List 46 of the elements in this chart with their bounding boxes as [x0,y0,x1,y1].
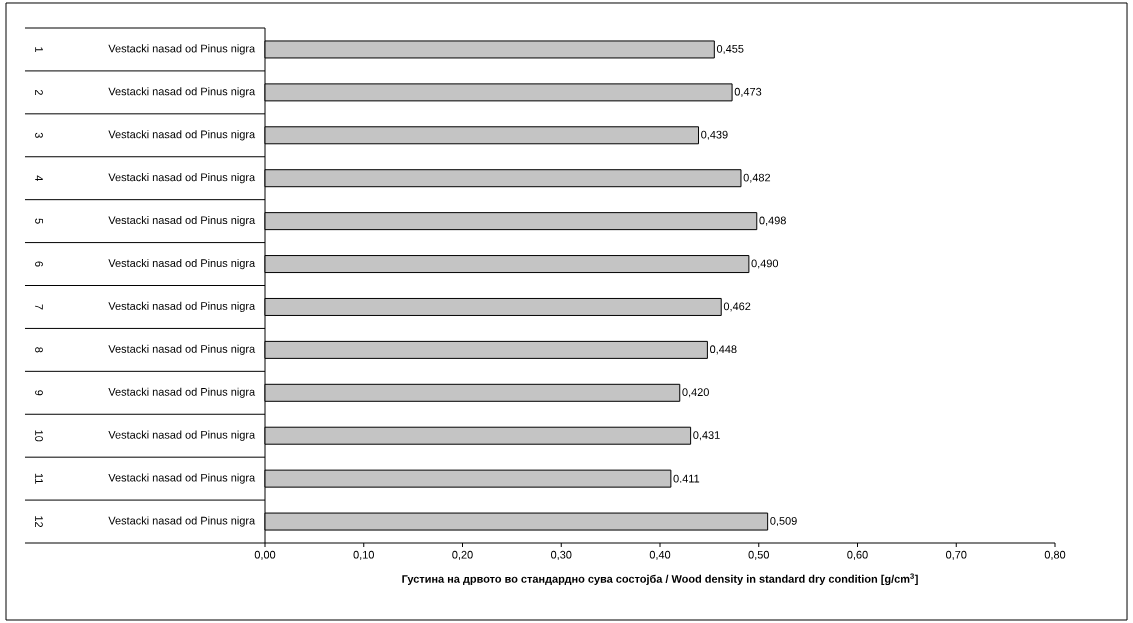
data-label: 0,490 [751,259,779,269]
x-tick-label: 0,10 [353,550,374,560]
text: 7 [35,304,43,310]
x-tick-label: 0,50 [748,550,769,560]
text: 8 [35,347,43,353]
x-tick-label: 0,60 [847,550,868,560]
x-tick-label: 0,70 [946,550,967,560]
text: 4 [35,175,43,181]
x-tick-label: 0,20 [452,550,473,560]
text: 10 [35,430,43,442]
text: 11 [35,473,43,484]
y-tick-label: Vestacki nasad od Pinus nigra [108,516,256,527]
y-tick-label: Vestacki nasad od Pinus nigra [108,216,256,227]
data-label: 0,455 [716,44,744,54]
text: 3 [35,132,43,138]
data-label: 0,462 [723,302,751,312]
y-tick-label: Vestacki nasad od Pinus nigra [108,430,256,441]
y-tick-label: Vestacki nasad od Pinus nigra [108,344,256,355]
text: 1 [35,47,43,52]
x-tick-label: 0,80 [1044,550,1066,560]
text: 9 [35,390,43,396]
text: 5 [35,218,43,224]
y-tick-label: Vestacki nasad od Pinus nigra [108,130,256,141]
x-tick-label: 0,00 [254,550,276,560]
data-label: 0,473 [734,87,762,97]
y-tick-label: Vestacki nasad od Pinus nigra [108,87,256,98]
x-tick-label: 0,30 [551,550,572,560]
data-label: 0,420 [682,388,709,398]
y-tick-label: Vestacki nasad od Pinus nigra [108,473,256,484]
data-label: 0.411 [673,474,700,483]
y-tick-label: Vestacki nasad od Pinus nigra [108,258,256,270]
x-axis-title: Густина на дрвото во стандардно сува состојба / Wood density in standard dry condition [g/cm$^{3}$] [402,573,918,586]
text: 2 [35,89,43,95]
data-label: 0,431 [693,431,720,441]
y-tick-label: Vestacki nasad od Pinus nigra [108,387,256,398]
data-label: 0,482 [743,173,771,183]
data-label: 0,498 [759,216,786,226]
y-tick-label: Vestacki nasad od Pinus nigra [108,301,256,313]
y-tick-label: Vestacki nasad od Pinus nigra [108,44,256,55]
data-label: 0,509 [770,517,797,527]
x-tick-label: 0,40 [649,550,671,560]
y-tick-label: Vestacki nasad od Pinus nigra [108,173,256,184]
data-label: 0,448 [710,345,737,355]
text: 12 [35,516,43,528]
text: 6 [35,261,43,267]
data-label: 0,439 [701,130,728,140]
